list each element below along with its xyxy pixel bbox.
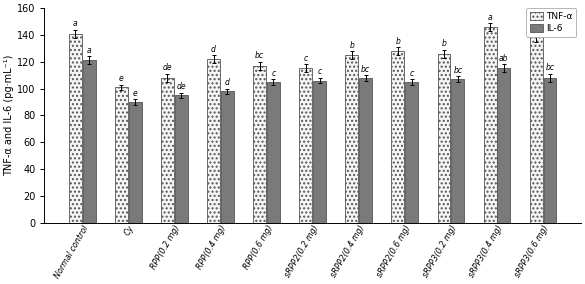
Text: c: c xyxy=(271,69,276,78)
Legend: TNF-α, IL-6: TNF-α, IL-6 xyxy=(526,9,576,37)
Text: a: a xyxy=(534,21,538,30)
Text: d: d xyxy=(225,78,230,87)
Text: a: a xyxy=(87,46,91,55)
Text: a: a xyxy=(73,19,78,28)
Bar xyxy=(267,82,280,223)
Text: bc: bc xyxy=(453,66,462,75)
Bar xyxy=(391,51,404,223)
Bar xyxy=(313,80,326,223)
Bar xyxy=(543,78,556,223)
Bar xyxy=(69,34,82,223)
Text: bc: bc xyxy=(255,51,264,60)
Text: a: a xyxy=(488,12,493,22)
Text: c: c xyxy=(410,69,414,78)
Bar xyxy=(530,36,543,223)
Bar xyxy=(484,27,497,223)
Bar xyxy=(359,78,372,223)
Text: bc: bc xyxy=(545,63,555,72)
Bar xyxy=(221,91,234,223)
Bar xyxy=(82,60,95,223)
Text: b: b xyxy=(349,41,355,50)
Bar xyxy=(438,54,450,223)
Text: c: c xyxy=(304,54,308,63)
Text: ab: ab xyxy=(499,54,509,63)
Bar xyxy=(161,78,174,223)
Text: d: d xyxy=(211,45,216,54)
Bar xyxy=(345,55,358,223)
Text: e: e xyxy=(119,74,124,83)
Bar xyxy=(497,68,510,223)
Text: bc: bc xyxy=(361,65,370,74)
Bar xyxy=(405,82,418,223)
Bar xyxy=(175,95,188,223)
Text: de: de xyxy=(163,63,173,72)
Bar xyxy=(115,87,128,223)
Bar xyxy=(253,66,266,223)
Text: b: b xyxy=(395,37,400,46)
Text: e: e xyxy=(133,89,137,98)
Bar xyxy=(300,68,312,223)
Text: b: b xyxy=(442,39,446,48)
Bar xyxy=(452,79,464,223)
Bar xyxy=(129,102,142,223)
Bar xyxy=(207,59,220,223)
Y-axis label: TNF-α and IL-6 (pg·mL⁻¹): TNF-α and IL-6 (pg·mL⁻¹) xyxy=(4,55,14,176)
Text: de: de xyxy=(177,82,186,91)
Text: c: c xyxy=(318,68,322,76)
